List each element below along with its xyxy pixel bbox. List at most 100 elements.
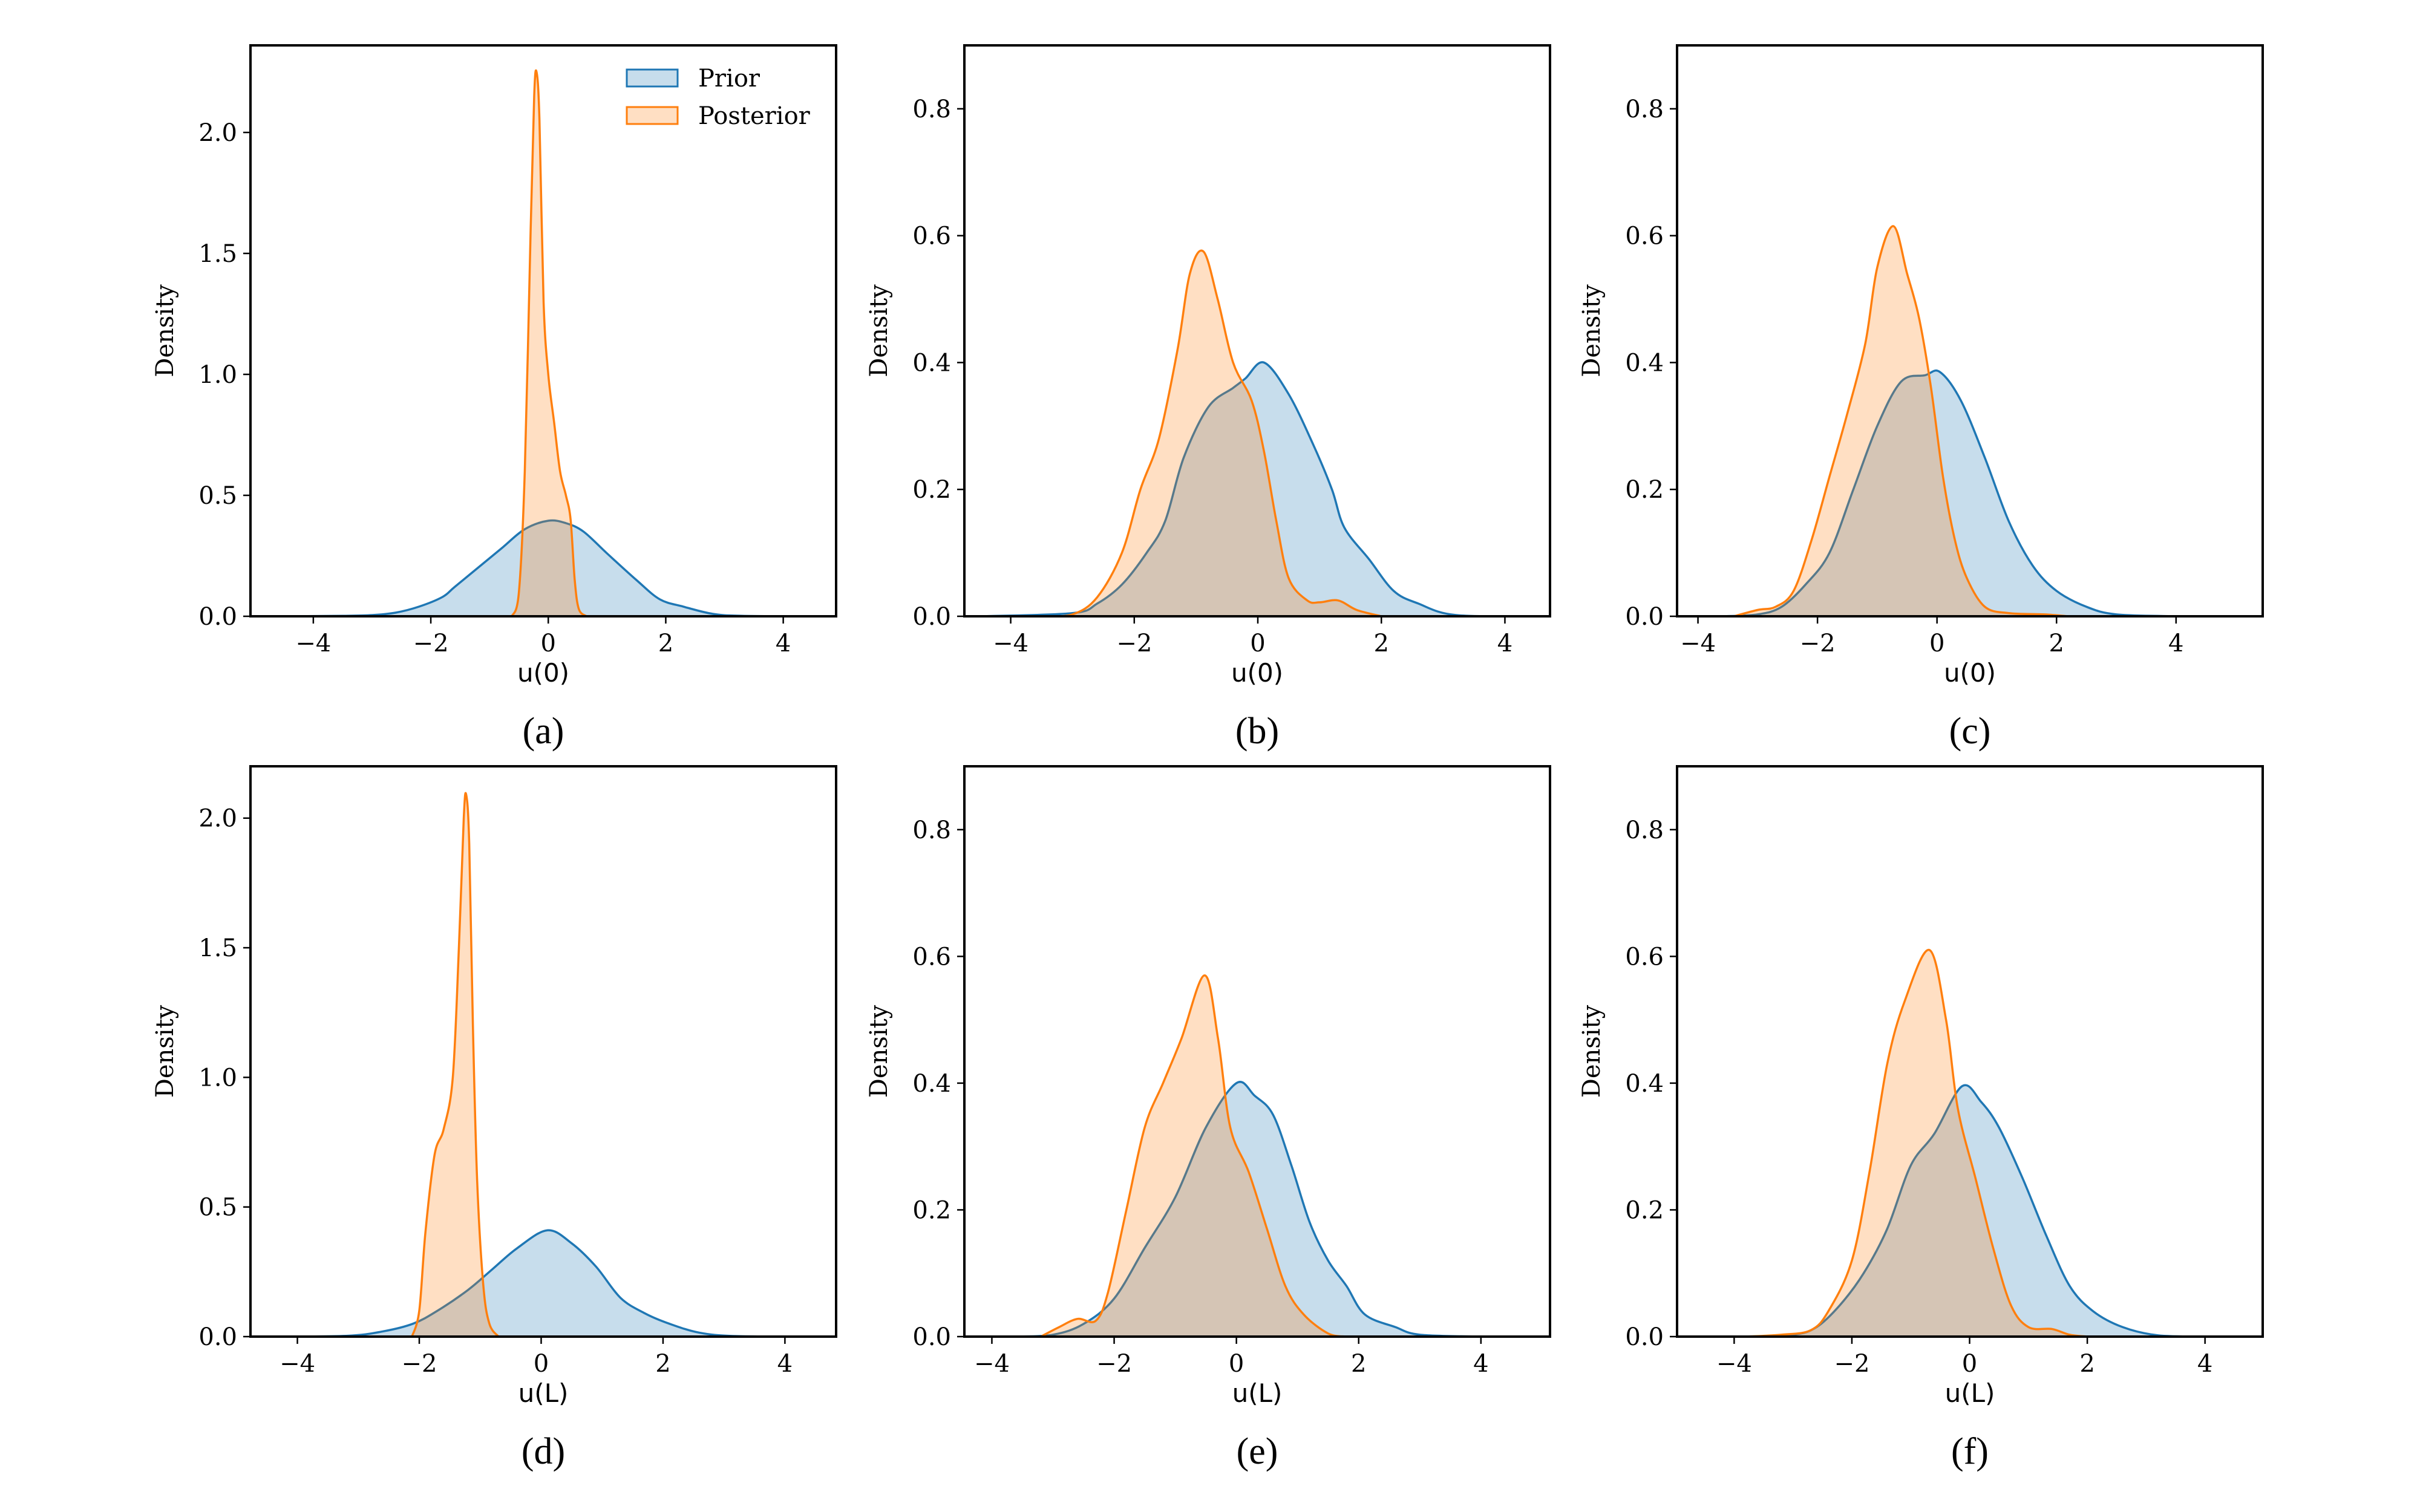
x-tick-label: 0 — [1962, 1350, 1977, 1378]
y-tick-label: 0.4 — [1625, 349, 1664, 377]
x-tick-label: −4 — [1716, 1350, 1752, 1378]
panel-e: −4 −2 0 2 4 0.0 0.2 0.4 0.6 0.8 u(L) Density (e) — [865, 765, 1551, 1472]
x-tick-label: −2 — [1096, 1350, 1132, 1378]
y-tick-label: 0.8 — [1625, 816, 1664, 844]
x-axis-label: u(0) — [1231, 658, 1283, 688]
y-tick-label: 0.4 — [912, 1070, 951, 1098]
x-tick-label: 0 — [1250, 630, 1265, 657]
legend-label-prior: Prior — [698, 65, 760, 93]
prior-density-line — [1016, 1081, 1481, 1337]
y-tick-label: 0.0 — [1625, 603, 1664, 631]
y-tick-label: 0.0 — [198, 603, 237, 631]
y-tick-label: 0.6 — [912, 943, 951, 971]
y-axis-label: Density — [1578, 284, 1606, 377]
x-tick-label: 4 — [2168, 630, 2183, 657]
x-tick-label: 4 — [1473, 1350, 1488, 1378]
panel-caption: (a) — [523, 711, 564, 752]
y-tick-label: 0.6 — [1625, 223, 1664, 250]
x-tick-label: 4 — [776, 630, 791, 657]
prior-density-fill — [1745, 1085, 2205, 1337]
x-tick-label: 4 — [1497, 630, 1512, 657]
y-tick-label: 0.8 — [1625, 96, 1664, 123]
axes-frame — [1676, 44, 2264, 618]
posterior-density-line — [411, 792, 500, 1337]
x-tick-label: 4 — [2197, 1350, 2212, 1378]
prior-density-line — [979, 361, 1536, 616]
prior-density-fill — [267, 1230, 816, 1337]
y-tick-label: 0.2 — [1625, 476, 1664, 504]
y-tick-label: 1.0 — [198, 1064, 237, 1092]
panel-f: −4 −2 0 2 4 0.0 0.2 0.4 0.6 0.8 u(L) Density (f) — [1578, 765, 2264, 1472]
y-axis-label: Density — [151, 1005, 179, 1098]
panel-c: −4 −2 0 2 4 0.0 0.2 0.4 0.6 0.8 u(0) Density (c) — [1578, 44, 2264, 752]
y-tick-label: 0.2 — [1625, 1196, 1664, 1224]
y-tick-label: 0.0 — [912, 1323, 951, 1351]
posterior-density-fill — [512, 70, 587, 616]
x-tick-label: −4 — [280, 1350, 315, 1378]
y-tick-label: 1.5 — [198, 240, 237, 268]
x-tick-label: 2 — [658, 630, 673, 657]
y-tick-label: 1.0 — [198, 361, 237, 389]
panel-caption: (d) — [522, 1431, 565, 1472]
panel-caption: (c) — [1949, 711, 1991, 752]
plot-area — [1016, 974, 1481, 1337]
panel-b: −4 −2 0 2 4 0.0 0.2 0.4 0.6 0.8 u(0) Density (b) — [865, 44, 1551, 752]
y-tick-label: 0.2 — [912, 1196, 951, 1224]
y-axis-label: Density — [865, 1005, 893, 1098]
legend: Prior Posterior — [626, 65, 811, 130]
x-tick-label: −4 — [295, 630, 331, 657]
x-tick-label: −2 — [402, 1350, 437, 1378]
plot-area — [267, 792, 816, 1337]
x-tick-label: 2 — [2049, 630, 2064, 657]
y-tick-label: 0.8 — [912, 96, 951, 123]
panel-d: −4 −2 0 2 4 0.0 0.5 1.0 1.5 2.0 u(L) Density (d) — [151, 765, 837, 1472]
x-tick-label: 2 — [2079, 1350, 2095, 1378]
y-axis-label: Density — [151, 284, 179, 377]
y-tick-label: 0.5 — [198, 1194, 237, 1222]
x-tick-label: −2 — [1834, 1350, 1869, 1378]
x-tick-label: 0 — [541, 630, 556, 657]
y-tick-label: 0.2 — [912, 476, 951, 504]
y-tick-label: 1.5 — [198, 934, 237, 962]
x-axis-label: u(L) — [1945, 1378, 1995, 1408]
legend-swatch-posterior — [626, 106, 679, 125]
posterior-density-line — [1733, 225, 2069, 616]
legend-swatch-prior — [626, 68, 679, 88]
prior-density-line — [1745, 1084, 2205, 1337]
panel-a: −4 −2 0 2 4 0.0 0.5 1.0 1.5 2.0 u(0) Density (a) Prio… — [151, 44, 837, 752]
prior-density-line — [1721, 369, 2176, 616]
prior-density-line — [284, 519, 813, 616]
x-tick-label: −2 — [413, 630, 449, 657]
x-tick-label: 2 — [655, 1350, 670, 1378]
legend-label-posterior: Posterior — [698, 102, 811, 130]
x-tick-label: 0 — [1229, 1350, 1244, 1378]
x-tick-label: 0 — [1929, 630, 1944, 657]
y-tick-label: 0.5 — [198, 482, 237, 510]
plot-area — [979, 249, 1536, 616]
x-tick-label: −2 — [1800, 630, 1836, 657]
panel-caption: (f) — [1951, 1431, 1989, 1472]
posterior-density-fill — [411, 793, 499, 1337]
x-axis-label: u(L) — [1232, 1378, 1283, 1408]
y-tick-label: 0.4 — [1625, 1070, 1664, 1098]
posterior-density-fill — [1733, 226, 2068, 616]
posterior-density-fill — [1745, 950, 2088, 1337]
panel-caption: (b) — [1235, 711, 1279, 752]
x-tick-label: 2 — [1351, 1350, 1366, 1378]
prior-density-line — [267, 1229, 816, 1337]
x-axis-label: u(0) — [1944, 658, 1996, 688]
posterior-density-fill — [1041, 975, 1347, 1337]
y-axis-label: Density — [1578, 1005, 1606, 1098]
prior-density-fill — [1016, 1081, 1481, 1337]
posterior-density-line — [1040, 974, 1347, 1337]
y-tick-label: 0.8 — [912, 816, 951, 844]
y-tick-label: 0.6 — [1625, 943, 1664, 971]
y-tick-label: 0.0 — [1625, 1323, 1664, 1351]
x-axis-label: u(L) — [518, 1378, 569, 1408]
x-tick-label: 2 — [1374, 630, 1389, 657]
prior-density-fill — [1722, 370, 2176, 616]
x-axis-label: u(0) — [517, 658, 569, 688]
axes-frame — [963, 765, 1551, 1338]
y-tick-label: 0.6 — [912, 223, 951, 250]
